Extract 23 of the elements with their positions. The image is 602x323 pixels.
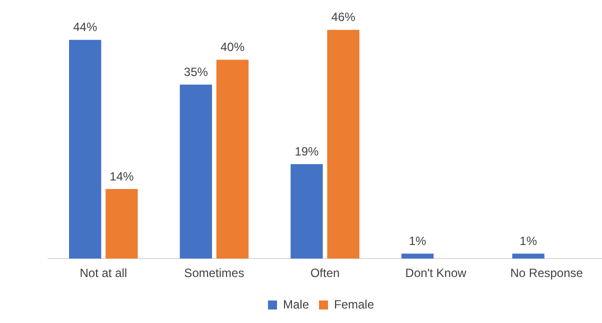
data-label: 14% <box>110 169 134 184</box>
bar <box>290 164 323 259</box>
legend-label: Male <box>282 297 310 312</box>
x-tick-label: Sometimes <box>184 266 244 280</box>
x-tick-label: Often <box>310 266 340 280</box>
bar <box>180 84 212 259</box>
bar <box>512 254 544 259</box>
x-tick-label: Not at all <box>80 266 128 280</box>
bar <box>216 60 249 259</box>
data-label: 44% <box>73 20 98 34</box>
bar <box>106 188 138 259</box>
bar <box>401 254 434 259</box>
data-label: 40% <box>220 40 245 54</box>
data-label: 1% <box>520 234 538 248</box>
bar <box>69 40 102 259</box>
legend-label: Female <box>334 297 374 312</box>
data-label: 1% <box>408 234 427 248</box>
x-tick-label: No Response <box>510 266 584 280</box>
data-label: 35% <box>184 64 208 79</box>
x-tick-label: Don't Know <box>405 266 467 280</box>
bar <box>327 30 360 259</box>
data-label: 19% <box>294 144 320 158</box>
data-label: 46% <box>331 10 356 24</box>
